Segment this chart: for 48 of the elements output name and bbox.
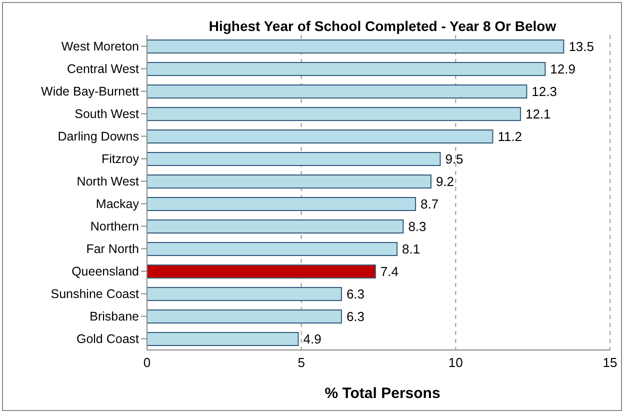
bar xyxy=(147,197,416,211)
bar xyxy=(147,40,564,54)
y-tick-label: South West xyxy=(74,107,140,122)
bar xyxy=(147,220,404,234)
y-tick-label: Mackay xyxy=(96,197,140,212)
y-tick-label: Central West xyxy=(66,62,140,76)
x-tick-label: 5 xyxy=(298,355,305,370)
data-label: 9.2 xyxy=(436,174,454,190)
x-tick-label: 0 xyxy=(143,355,151,370)
bar xyxy=(147,174,432,188)
data-label: 12.9 xyxy=(550,62,576,77)
y-tick-label: West Moreton xyxy=(61,40,140,54)
bar xyxy=(147,130,494,144)
data-label: 8.7 xyxy=(420,196,439,212)
data-label: 7.4 xyxy=(380,264,398,280)
data-label: 12.1 xyxy=(525,106,551,122)
chart-title: Highest Year of School Completed - Year 8 Or Below xyxy=(208,18,558,34)
y-tick-label: Brisbane xyxy=(90,310,140,324)
y-tick-label: Sunshine Coast xyxy=(50,287,140,302)
bar xyxy=(147,287,342,301)
x-tick-label: 10 xyxy=(448,355,463,370)
data-label: 12.3 xyxy=(532,84,557,100)
y-tick-label: Gold Coast xyxy=(76,332,140,346)
data-label: 11.2 xyxy=(498,129,522,144)
bar xyxy=(147,310,342,324)
y-tick-label: North West xyxy=(76,174,140,189)
x-axis-title: % Total Persons xyxy=(324,385,442,402)
bar xyxy=(147,264,376,278)
bar xyxy=(147,107,521,121)
data-label: 6.3 xyxy=(346,309,365,324)
data-label: 13.5 xyxy=(568,39,594,54)
bar xyxy=(147,152,441,166)
data-label: 9.5 xyxy=(445,152,464,167)
data-label: 4.9 xyxy=(303,332,322,347)
bar xyxy=(147,84,528,98)
y-tick-label: Wide Bay-Burnett xyxy=(41,84,140,99)
x-tick-label: 15 xyxy=(602,355,618,370)
y-tick-label: Darling Downs xyxy=(58,130,139,144)
bar xyxy=(147,62,546,76)
y-tick-label: Queensland xyxy=(72,264,140,279)
bar xyxy=(147,332,299,346)
y-tick-label: Fitzroy xyxy=(102,152,140,166)
data-label: 8.3 xyxy=(408,219,426,234)
data-label: 8.1 xyxy=(402,242,420,257)
data-label: 6.3 xyxy=(346,286,365,302)
y-tick-label: Far North xyxy=(86,242,140,256)
bar xyxy=(147,242,398,256)
y-tick-label: Northern xyxy=(90,220,140,234)
